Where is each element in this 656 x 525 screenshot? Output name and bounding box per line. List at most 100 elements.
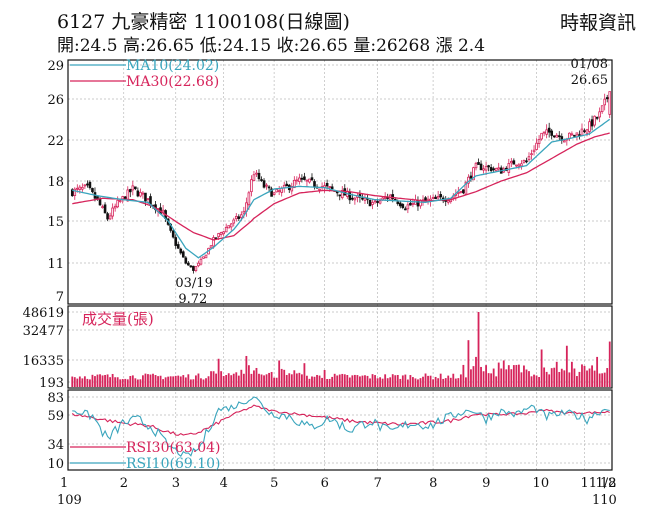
candle-body xyxy=(542,131,546,134)
candle-body xyxy=(187,262,190,266)
volume-bar xyxy=(540,349,543,387)
legend-label: RSI10(69.10) xyxy=(126,456,220,472)
candle-body xyxy=(126,189,130,202)
candle-body xyxy=(545,129,548,135)
candle-body xyxy=(323,185,326,188)
candle-body xyxy=(277,190,281,193)
volume-bar xyxy=(205,378,207,387)
volume-bar xyxy=(242,373,245,387)
volume-bar xyxy=(517,364,520,387)
candle-body xyxy=(608,91,612,115)
candle-body xyxy=(78,186,82,190)
volume-bar xyxy=(273,377,276,387)
volume-tick-label: 48619 xyxy=(23,306,64,321)
volume-bar xyxy=(318,375,321,387)
volume-bar xyxy=(316,374,318,387)
volume-bar xyxy=(533,374,535,387)
volume-bar xyxy=(154,375,157,387)
volume-bar xyxy=(525,369,528,387)
volume-bar xyxy=(462,364,465,387)
candle-body xyxy=(144,192,147,202)
volume-bar xyxy=(164,377,167,387)
candle-body xyxy=(192,265,195,271)
candle-body xyxy=(363,197,367,201)
candle-body xyxy=(396,201,400,205)
volume-bar xyxy=(353,374,356,387)
volume-bar xyxy=(235,372,238,387)
volume-bar xyxy=(558,371,561,387)
candle-body xyxy=(570,133,574,136)
volume-bar xyxy=(419,378,422,387)
candle-body xyxy=(340,190,344,199)
panel-border xyxy=(67,59,613,305)
candle-body xyxy=(76,187,79,190)
x-tick-label: 12 xyxy=(600,476,617,491)
volume-bar xyxy=(308,378,311,387)
volume-bar xyxy=(341,373,344,387)
candle-body xyxy=(139,192,142,197)
volume-bar xyxy=(581,364,583,387)
volume-bar xyxy=(333,373,336,387)
candle-body xyxy=(436,196,440,199)
volume-bar xyxy=(432,379,435,387)
candle-body xyxy=(199,258,203,265)
x-tick-label: 4 xyxy=(220,476,228,491)
volume-bar xyxy=(452,373,455,387)
volume-bar xyxy=(439,373,442,387)
candle-body xyxy=(573,134,576,137)
annotation-high-date: 01/08 xyxy=(571,57,608,72)
candle-body xyxy=(535,142,538,150)
candle-body xyxy=(550,130,554,136)
price-tick-label: 18 xyxy=(47,175,64,190)
candle-body xyxy=(462,189,465,194)
volume-bar xyxy=(530,376,533,387)
candle-body xyxy=(298,177,301,182)
volume-bar xyxy=(369,378,371,387)
rsi30-line xyxy=(71,404,610,436)
candle-body xyxy=(510,161,513,164)
candle-body xyxy=(181,251,185,258)
volume-bar xyxy=(467,340,470,387)
volume-bar xyxy=(230,375,233,387)
volume-bar xyxy=(560,368,563,387)
candle-body xyxy=(512,160,516,165)
volume-bar xyxy=(475,356,477,387)
candle-body xyxy=(98,198,102,206)
volume-bar xyxy=(351,375,354,387)
candle-body xyxy=(108,215,112,220)
volume-bar xyxy=(237,375,240,387)
x-tick-label: 2 xyxy=(120,476,128,491)
candle-body xyxy=(603,98,607,106)
volume-bar xyxy=(578,371,581,387)
volume-bar xyxy=(376,378,379,387)
candle-body xyxy=(272,192,276,195)
price-tick-label: 26 xyxy=(47,93,64,108)
candle-body xyxy=(113,205,117,209)
candle-body xyxy=(293,179,296,189)
volume-bar xyxy=(189,379,192,387)
volume-bar xyxy=(187,374,190,387)
chart-title: 6127 九豪精密 1100108(日線圖) xyxy=(57,11,350,33)
candle-body xyxy=(431,197,435,199)
volume-bar xyxy=(507,365,510,387)
candle-body xyxy=(149,196,152,205)
candle-body xyxy=(477,162,480,165)
candle-body xyxy=(310,177,314,181)
volume-bar xyxy=(300,374,303,387)
candle-body xyxy=(482,168,485,171)
candle-body xyxy=(605,97,609,100)
candle-body xyxy=(217,233,220,237)
candle-body xyxy=(492,168,495,171)
volume-title: 成交量(張) xyxy=(82,310,154,328)
volume-bar xyxy=(381,378,384,387)
price-tick-label: 22 xyxy=(47,134,64,149)
rsi-tick-label: 83 xyxy=(47,391,64,406)
volume-bar xyxy=(487,373,490,387)
volume-bar xyxy=(470,369,472,387)
candle-body xyxy=(118,200,122,202)
volume-bar xyxy=(134,378,137,387)
volume-bar xyxy=(81,378,84,387)
volume-bar xyxy=(94,376,96,387)
volume-bar xyxy=(245,355,248,387)
